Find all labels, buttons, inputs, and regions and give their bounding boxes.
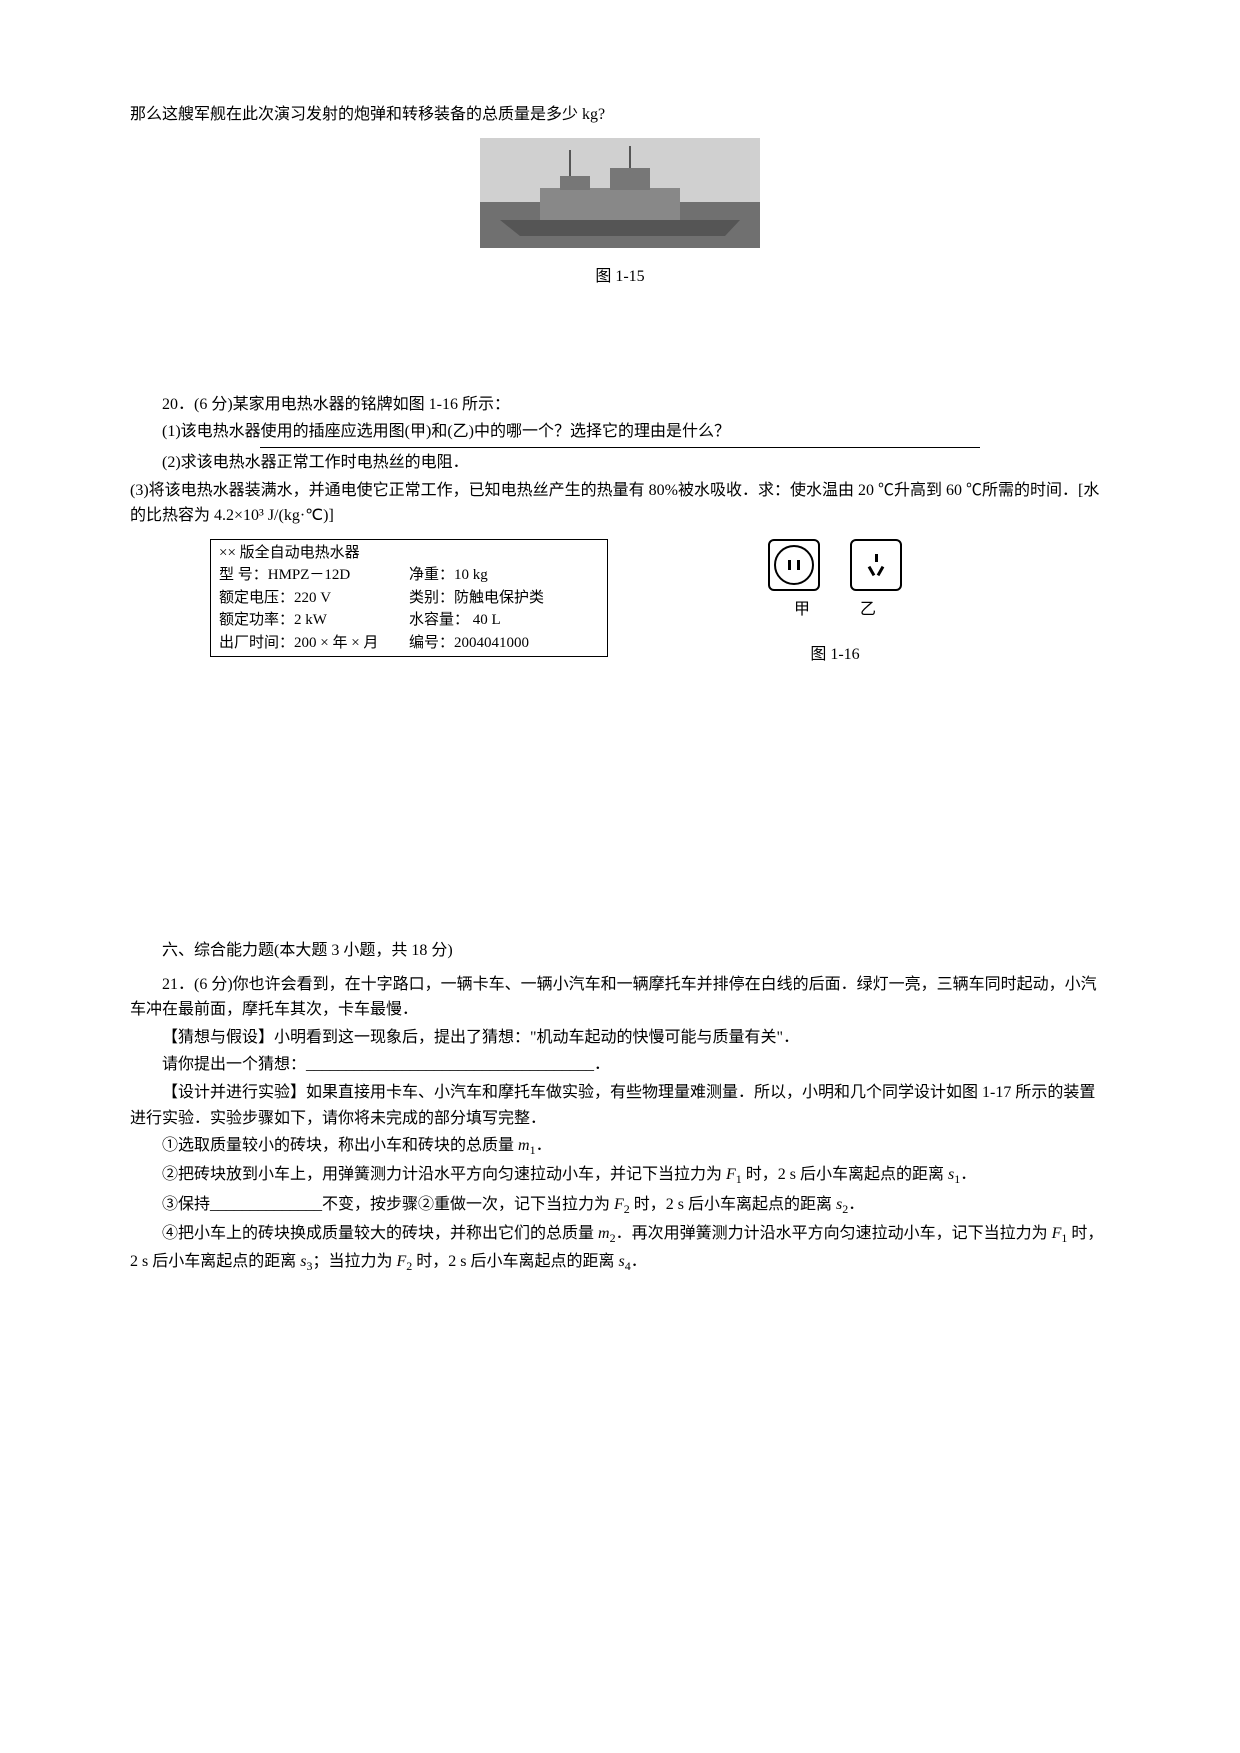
spec-model: 型 号：HMPZ－12D (219, 564, 409, 587)
q21-step3-F2: F (614, 1196, 624, 1213)
fig-1-16-caption: 图 1-16 (768, 642, 902, 668)
q21-step3a: ③保持______________不变，按步骤②重做一次，记下当拉力为 (162, 1196, 614, 1213)
ship-figure-container: 图 1-15 (130, 138, 1110, 290)
spec-date: 出厂时间：200 × 年 × 月 (219, 632, 409, 655)
q20-intro: 20．(6 分)某家用电热水器的铭牌如图 1-16 所示： (130, 392, 1110, 418)
q21-step4a: ④把小车上的砖块换成质量较大的砖块，并称出它们的总质量 (162, 1225, 598, 1242)
spec-voltage: 额定电压：220 V (219, 587, 409, 610)
spec-category: 类别：防触电保护类 (409, 587, 599, 610)
section-6-header: 六、综合能力题(本大题 3 小题，共 18 分) (130, 938, 1110, 964)
socket-label-jia: 甲 (794, 597, 810, 623)
q21-step4-end: ． (631, 1253, 647, 1270)
spec-power: 额定功率：2 kW (219, 609, 409, 632)
q21-step1-end: ． (536, 1137, 552, 1154)
q21-step3b: 时，2 s 后小车离起点的距离 (630, 1196, 836, 1213)
q21-step4b: ．再次用弹簧测力计沿水平方向匀速拉动小车，记下当拉力为 (616, 1225, 1052, 1242)
q21-step2: ②把砖块放到小车上，用弹簧测力计沿水平方向匀速拉动小车，并记下当拉力为 F1 时… (130, 1162, 1110, 1189)
fig-1-15-caption: 图 1-15 (130, 264, 1110, 290)
q19-tail-text: 那么这艘军舰在此次演习发射的炮弹和转移装备的总质量是多少 kg? (130, 102, 1110, 128)
q21-step2a: ②把砖块放到小车上，用弹簧测力计沿水平方向匀速拉动小车，并记下当拉力为 (162, 1166, 726, 1183)
spec-table-row: ×× 版全自动电热水器 型 号：HMPZ－12D 净重：10 kg 额定电压：2… (210, 539, 1110, 668)
q21-step2b: 时，2 s 后小车离起点的距离 (742, 1166, 948, 1183)
spec-weight: 净重：10 kg (409, 564, 599, 587)
ship-image (480, 138, 760, 248)
q20-part3: (3)将该电热水器装满水，并通电使它正常工作，已知电热丝产生的热量有 80%被水… (130, 478, 1110, 529)
q20-part1: (1)该电热水器使用的插座应选用图(甲)和(乙)中的哪一个？选择它的理由是什么？ (130, 419, 1110, 445)
q20-blank-line (260, 447, 980, 448)
q21-step1: ①选取质量较小的砖块，称出小车和砖块的总质量 m1． (130, 1133, 1110, 1160)
q21-step4d: ；当拉力为 (312, 1253, 396, 1270)
q21-step4-F2: F (396, 1253, 406, 1270)
spec-title: ×× 版全自动电热水器 (219, 542, 599, 565)
q21-step4: ④把小车上的砖块换成质量较大的砖块，并称出它们的总质量 m2．再次用弹簧测力计沿… (130, 1221, 1110, 1276)
q21-step4-m2: m (598, 1225, 610, 1242)
q21-step1-text: ①选取质量较小的砖块，称出小车和砖块的总质量 (162, 1137, 518, 1154)
q21-step2-F1: F (726, 1166, 736, 1183)
q21-step1-var: m (518, 1137, 530, 1154)
q21-your-hypothesis: 请你提出一个猜想：_______________________________… (130, 1052, 1110, 1078)
q21-design-heading: 【设计并进行实验】如果直接用卡车、小汽车和摩托车做实验，有些物理量难测量．所以，… (130, 1080, 1110, 1131)
q21-hypothesis-heading: 【猜想与假设】小明看到这一现象后，提出了猜想："机动车起动的快慢可能与质量有关"… (130, 1025, 1110, 1051)
socket-diagram-container: 甲 乙 图 1-16 (768, 539, 902, 668)
q21-intro: 21．(6 分)你也许会看到，在十字路口，一辆卡车、一辆小汽车和一辆摩托车并排停… (130, 972, 1110, 1023)
q21-step4-F1: F (1052, 1225, 1062, 1242)
spec-serial: 编号：2004041000 (409, 632, 599, 655)
heater-spec-table: ×× 版全自动电热水器 型 号：HMPZ－12D 净重：10 kg 额定电压：2… (210, 539, 608, 658)
socket-yi (850, 539, 902, 591)
q21-step3: ③保持______________不变，按步骤②重做一次，记下当拉力为 F2 时… (130, 1192, 1110, 1219)
socket-jia (768, 539, 820, 591)
q21-step4e: 时，2 s 后小车离起点的距离 (412, 1253, 618, 1270)
q20-part2: (2)求该电热水器正常工作时电热丝的电阻． (130, 450, 1110, 476)
q21-step2-end: ． (960, 1166, 976, 1183)
spec-capacity: 水容量： 40 L (409, 609, 599, 632)
socket-label-yi: 乙 (860, 597, 876, 623)
q21-step3-end: ． (848, 1196, 864, 1213)
